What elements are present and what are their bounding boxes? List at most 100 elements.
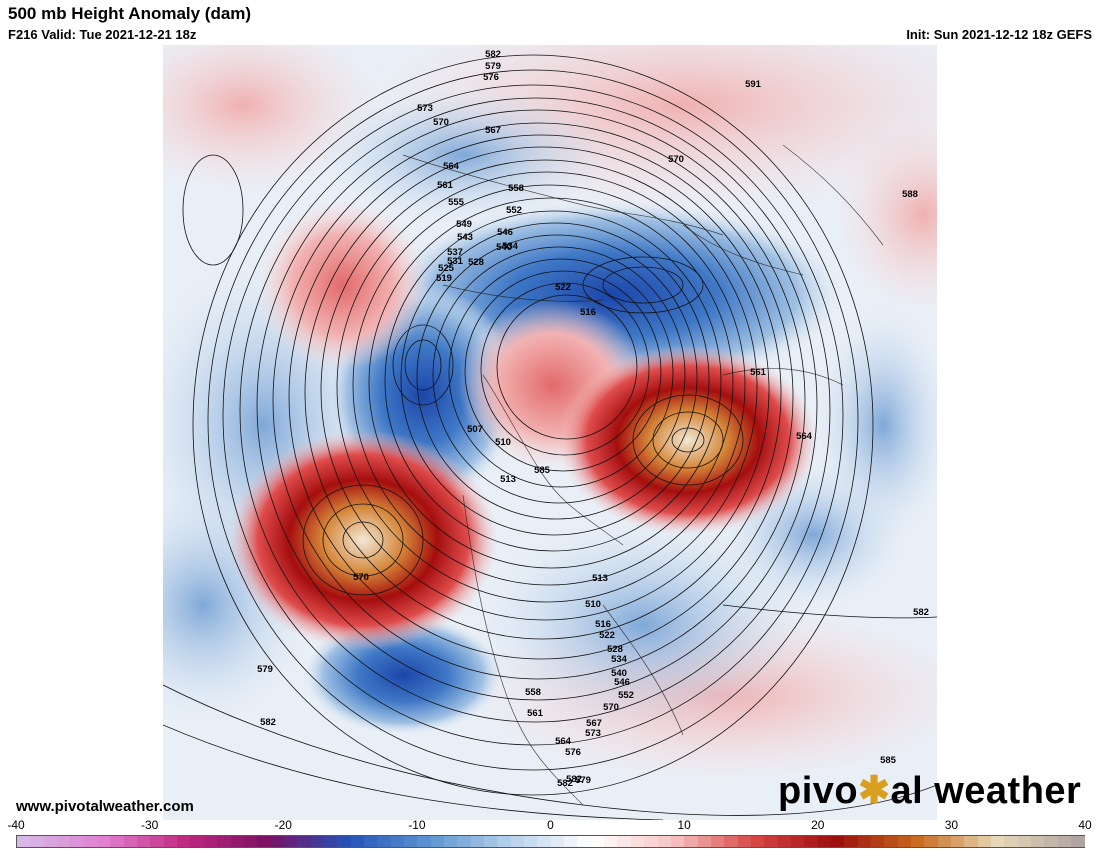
contour-label: 579 — [575, 775, 591, 786]
colorbar — [16, 835, 1085, 848]
colorbar-swatch — [750, 836, 765, 847]
colorbar-swatch — [350, 836, 364, 847]
colorbar-swatch — [30, 836, 44, 847]
contour-label: 573 — [585, 728, 601, 739]
colorbar-swatch — [697, 836, 711, 847]
colorbar-swatch — [323, 836, 338, 847]
colorbar-tick-label: -30 — [140, 818, 159, 832]
colorbar-swatch — [310, 836, 324, 847]
negative-anomaly-central-north-america — [473, 515, 813, 735]
colorbar-swatch — [243, 836, 258, 847]
contour-label: 591 — [745, 79, 762, 90]
contour-label: 525 — [438, 263, 455, 274]
contour-label: 582 — [566, 774, 582, 785]
contour-label: 537 — [447, 247, 463, 258]
colorbar-swatch — [217, 836, 231, 847]
contour-label: 513 — [500, 474, 516, 485]
contour-label: 561 — [750, 367, 767, 378]
colorbar-swatch — [604, 836, 618, 847]
logo-mark-icon: ✱ — [858, 770, 891, 812]
colorbar-swatch — [897, 836, 912, 847]
contour-label: 576 — [483, 72, 499, 83]
colorbar-swatch — [83, 836, 98, 847]
colorbar-swatch — [951, 836, 965, 847]
colorbar-swatch — [444, 836, 458, 847]
contour-label: 576 — [565, 747, 581, 758]
contour-label: 558 — [508, 183, 524, 194]
colorbar-swatch — [1031, 836, 1045, 847]
contour-label: 558 — [525, 687, 541, 698]
colorbar-swatch — [804, 836, 818, 847]
colorbar-swatch — [43, 836, 58, 847]
colorbar-swatch — [257, 836, 271, 847]
contour-label: 585 — [534, 465, 551, 476]
colorbar-swatch — [283, 836, 298, 847]
contour-label: 540 — [611, 668, 627, 679]
colorbar-swatch — [777, 836, 791, 847]
contour-label: 549 — [456, 219, 472, 230]
contour-label: 567 — [586, 718, 602, 729]
contour-label: 534 — [502, 241, 519, 252]
colorbar-swatch — [977, 836, 992, 847]
contour-label: 570 — [353, 572, 369, 583]
colorbar-swatch — [670, 836, 685, 847]
contour-label: 582 — [557, 778, 573, 789]
colorbar-swatch — [817, 836, 831, 847]
colorbar-swatch — [17, 836, 31, 847]
colorbar-swatch — [884, 836, 898, 847]
colorbar-swatch — [510, 836, 525, 847]
colorbar-swatch — [497, 836, 511, 847]
colorbar-swatch — [630, 836, 645, 847]
contour-label: 570 — [668, 154, 684, 165]
contour-label: 552 — [618, 690, 634, 701]
colorbar-swatch — [871, 836, 885, 847]
contour-label: 555 — [448, 197, 465, 208]
contour-label: 522 — [555, 282, 571, 293]
colorbar-swatch — [390, 836, 404, 847]
colorbar-tick-label: -40 — [7, 818, 25, 832]
colorbar-swatch — [991, 836, 1005, 847]
valid-time: F216 Valid: Tue 2021-12-21 18z — [8, 27, 197, 42]
colorbar-swatch — [470, 836, 485, 847]
positive-anomaly-northeast-pacific — [228, 430, 498, 650]
contour-label: 528 — [607, 644, 623, 655]
contour-label: 543 — [457, 232, 473, 243]
contour-label: 510 — [585, 599, 601, 610]
colorbar-swatch — [1004, 836, 1018, 847]
colorbar-swatch — [417, 836, 431, 847]
colorbar-swatch — [550, 836, 565, 847]
contour-label: 582 — [913, 607, 929, 618]
colorbar-swatch — [790, 836, 805, 847]
colorbar-swatch — [564, 836, 578, 847]
colorbar-swatch — [964, 836, 978, 847]
colorbar-swatch — [430, 836, 444, 847]
colorbar-swatch — [857, 836, 871, 847]
contour-label: 570 — [433, 117, 449, 128]
contour-label: 552 — [506, 205, 522, 216]
map-title: 500 mb Height Anomaly (dam) — [8, 4, 252, 23]
contour-label: 573 — [417, 103, 433, 114]
colorbar-swatch — [190, 836, 204, 847]
anomaly-field — [163, 45, 937, 785]
contour-label: 582 — [260, 717, 276, 728]
colorbar-swatch — [937, 836, 952, 847]
colorbar-swatch — [70, 836, 84, 847]
colorbar-swatch — [123, 836, 138, 847]
colorbar-swatch — [1044, 836, 1058, 847]
colorbar-swatch — [203, 836, 218, 847]
colorbar-swatch — [1071, 836, 1085, 847]
colorbar-tick-label: 0 — [547, 818, 554, 832]
colorbar-swatch — [684, 836, 698, 847]
contour-label: 513 — [592, 573, 608, 584]
contour-label: 588 — [902, 189, 918, 200]
colorbar-swatch — [457, 836, 471, 847]
height-anomaly-map: 582 579 576 573 570 567 564 561 558 555 552 549 546 5… — [163, 45, 937, 820]
coastlines — [402, 144, 884, 806]
contour-label: 567 — [485, 125, 501, 136]
contour-label: 579 — [257, 664, 273, 675]
contour-label: 528 — [468, 257, 484, 268]
contour-label: 579 — [485, 61, 501, 72]
colorbar-swatch — [150, 836, 164, 847]
colorbar-swatch — [270, 836, 284, 847]
